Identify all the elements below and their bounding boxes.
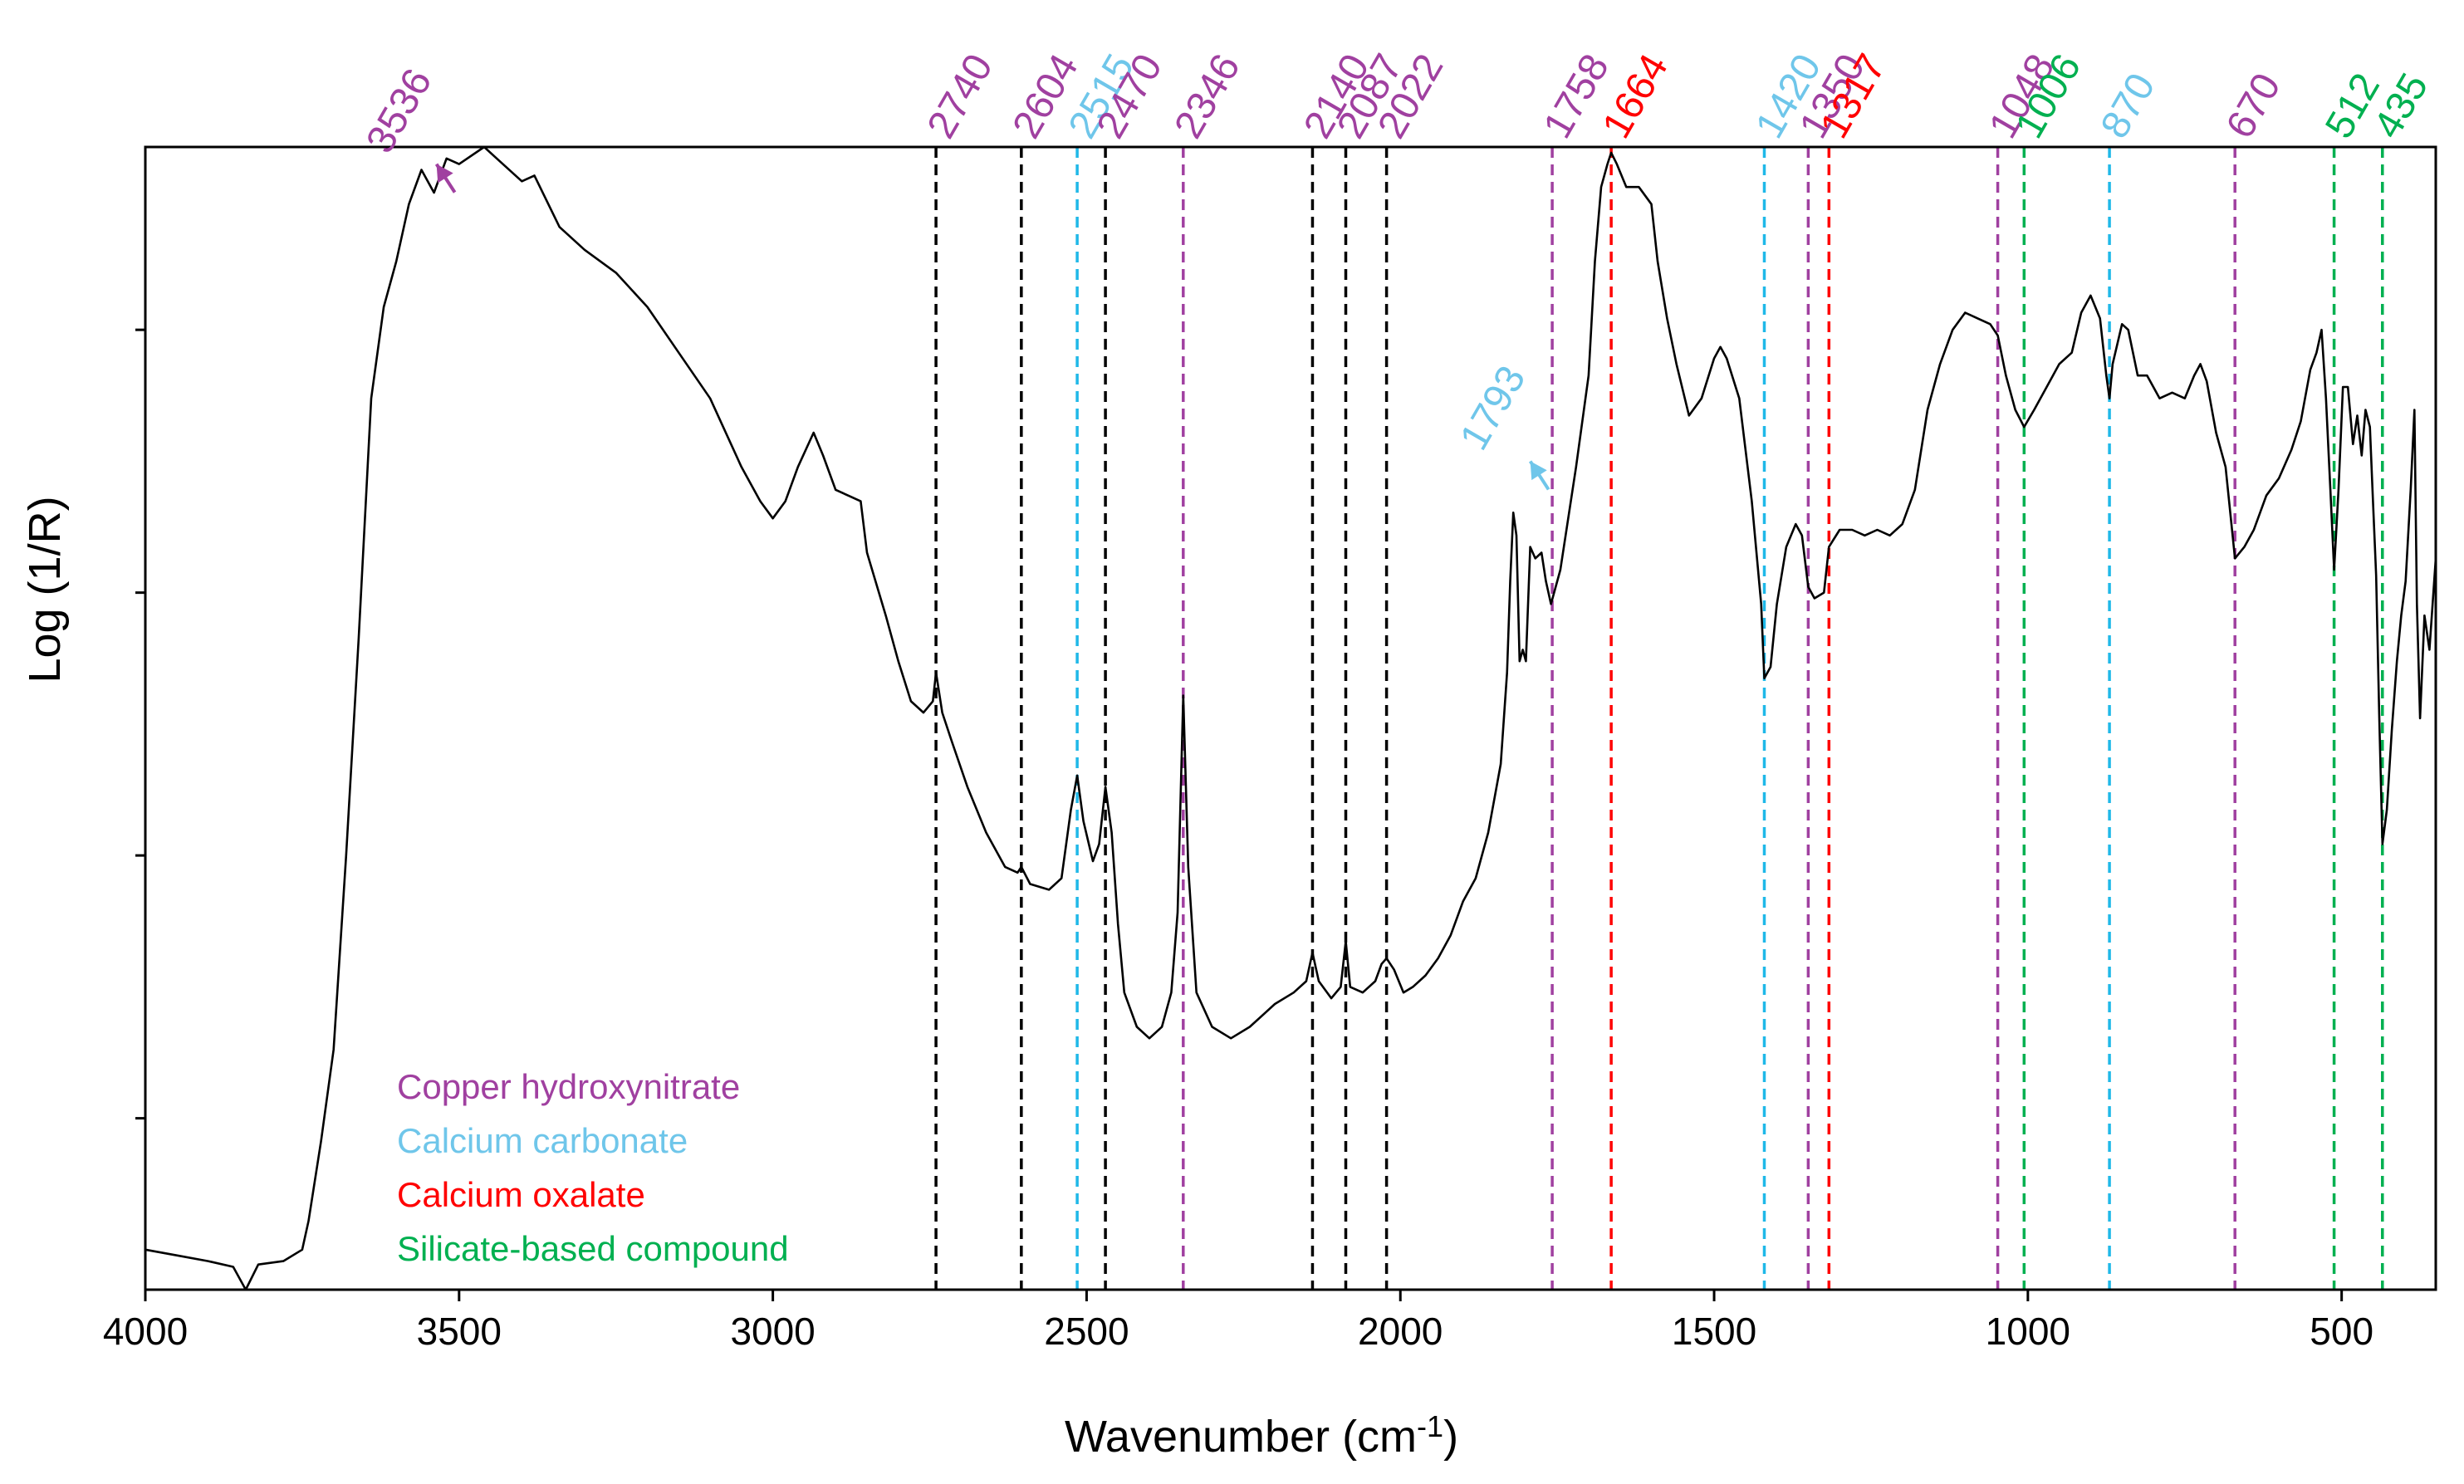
y-axis xyxy=(135,328,145,1120)
spectrum-line xyxy=(145,145,2437,1291)
peak-label-2740: 2740 xyxy=(919,47,1002,146)
marker-lines xyxy=(934,147,2384,1290)
legend-entry-carbonate: Calcium carbonate xyxy=(397,1121,688,1160)
peak-label-1664: 1664 xyxy=(1594,47,1677,146)
arrow-head xyxy=(436,164,453,184)
x-tick-label-1500: 1500 xyxy=(1672,1310,1756,1353)
x-tick-label-500: 500 xyxy=(2310,1310,2373,1353)
x-tick-label-3500: 3500 xyxy=(417,1310,502,1353)
peak-label-2346: 2346 xyxy=(1166,47,1248,146)
x-axis-title: Wavenumber (cm-1) xyxy=(1065,1409,1458,1462)
x-axis-title-close: ) xyxy=(1443,1412,1458,1462)
legend-entry-silicate: Silicate-based compound xyxy=(397,1229,789,1268)
plot-frame xyxy=(144,145,2437,1291)
x-tick-label-1000: 1000 xyxy=(1986,1310,2070,1353)
peak-label-670: 670 xyxy=(2218,66,2290,146)
x-tick-label-4000: 4000 xyxy=(103,1310,188,1353)
x-axis-title-main: Wavenumber (cm xyxy=(1065,1412,1417,1462)
x-axis-title-superscript: -1 xyxy=(1417,1409,1443,1443)
arrow-head xyxy=(1530,461,1547,481)
legend: Copper hydroxynitrate Calcium carbonate … xyxy=(397,1067,789,1268)
peak-label-870: 870 xyxy=(2093,66,2164,146)
legend-entry-oxalate: Calcium oxalate xyxy=(397,1175,645,1214)
legend-entry-copper: Copper hydroxynitrate xyxy=(397,1067,740,1106)
x-tick-label-2500: 2500 xyxy=(1044,1310,1129,1353)
arrow-label-3536: 3536 xyxy=(358,61,440,160)
x-axis: 4000 3500 3000 2500 2000 1500 1000 500 xyxy=(103,1290,2373,1353)
peak-label-435: 435 xyxy=(2365,66,2437,146)
y-axis-title: Log (1/R) xyxy=(20,496,70,683)
arrow-label-1793: 1793 xyxy=(1452,359,1534,458)
x-tick-label-3000: 3000 xyxy=(730,1310,815,1353)
arrow-annotation-1793: 1793 xyxy=(1452,359,1550,491)
x-tick-label-2000: 2000 xyxy=(1358,1310,1443,1353)
arrow-annotation-3536: 3536 xyxy=(358,61,457,193)
